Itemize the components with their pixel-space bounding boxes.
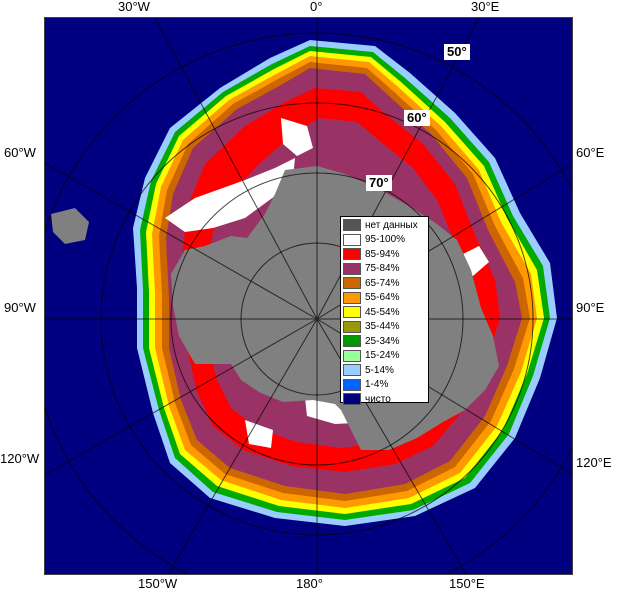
lon-label-60e: 60°E bbox=[576, 145, 605, 160]
legend-label: 25-34% bbox=[365, 335, 400, 347]
legend-swatch bbox=[343, 364, 361, 377]
legend-label: чисто bbox=[365, 393, 391, 405]
legend-swatch bbox=[343, 262, 361, 275]
legend-label: 85-94% bbox=[365, 248, 400, 260]
legend-item: чисто bbox=[343, 392, 426, 407]
lon-label-90w: 90°W bbox=[4, 300, 36, 315]
legend-swatch bbox=[343, 277, 361, 290]
lat-label-50: 50° bbox=[444, 44, 470, 60]
fast-ice-white-2 bbox=[281, 118, 313, 156]
legend-label: 75-84% bbox=[365, 263, 400, 275]
lat-label-70: 70° bbox=[366, 175, 392, 191]
legend-label: 65-74% bbox=[365, 277, 400, 289]
lon-label-60w: 60°W bbox=[4, 145, 36, 160]
fast-ice-white-1 bbox=[165, 158, 295, 232]
legend-swatch bbox=[343, 378, 361, 391]
sea-ice-concentration-map bbox=[44, 17, 573, 575]
fast-ice-white-5 bbox=[245, 420, 273, 448]
legend-item: 45-54% bbox=[343, 305, 426, 320]
land-patch-left bbox=[51, 208, 89, 244]
legend-item: 5-14% bbox=[343, 363, 426, 378]
lon-label-120e: 120°E bbox=[576, 455, 612, 470]
legend-item: 35-44% bbox=[343, 320, 426, 335]
legend-label: 55-64% bbox=[365, 292, 400, 304]
lon-label-90e: 90°E bbox=[576, 300, 605, 315]
legend-swatch bbox=[343, 393, 361, 406]
lon-label-150w: 150°W bbox=[138, 576, 178, 591]
lon-label-120w: 120°W bbox=[0, 451, 40, 466]
legend-swatch bbox=[343, 233, 361, 246]
legend-item: 65-74% bbox=[343, 276, 426, 291]
fast-ice-white-4 bbox=[455, 246, 489, 276]
legend-item: нет данных bbox=[343, 218, 426, 233]
legend-item: 55-64% bbox=[343, 291, 426, 306]
lon-label-30w: 30°W bbox=[118, 0, 150, 14]
legend-item: 25-34% bbox=[343, 334, 426, 349]
legend-item: 85-94% bbox=[343, 247, 426, 262]
legend: нет данных 95-100% 85-94% 75-84% 65-74% 55-64… bbox=[340, 216, 429, 406]
lon-label-150e: 150°E bbox=[449, 576, 485, 591]
legend-swatch bbox=[343, 306, 361, 319]
legend-label: 35-44% bbox=[365, 321, 400, 333]
legend-swatch bbox=[343, 349, 361, 362]
lon-label-180: 180° bbox=[296, 576, 323, 591]
legend-label: 15-24% bbox=[365, 350, 400, 362]
legend-item: 15-24% bbox=[343, 349, 426, 364]
legend-item: 75-84% bbox=[343, 262, 426, 277]
legend-swatch bbox=[343, 320, 361, 333]
legend-label: 5-14% bbox=[365, 364, 394, 376]
legend-swatch bbox=[343, 291, 361, 304]
legend-swatch bbox=[343, 335, 361, 348]
polar-map-svg bbox=[45, 18, 572, 574]
legend-swatch bbox=[343, 219, 361, 232]
legend-label: 95-100% bbox=[365, 234, 406, 246]
lat-label-60: 60° bbox=[404, 110, 430, 126]
legend-label: 1-4% bbox=[365, 379, 389, 391]
legend-label: нет данных bbox=[365, 219, 418, 231]
legend-item: 1-4% bbox=[343, 378, 426, 393]
lon-label-0: 0° bbox=[310, 0, 323, 14]
lon-label-30e: 30°E bbox=[471, 0, 500, 14]
legend-label: 45-54% bbox=[365, 306, 400, 318]
legend-item: 95-100% bbox=[343, 233, 426, 248]
legend-swatch bbox=[343, 248, 361, 261]
